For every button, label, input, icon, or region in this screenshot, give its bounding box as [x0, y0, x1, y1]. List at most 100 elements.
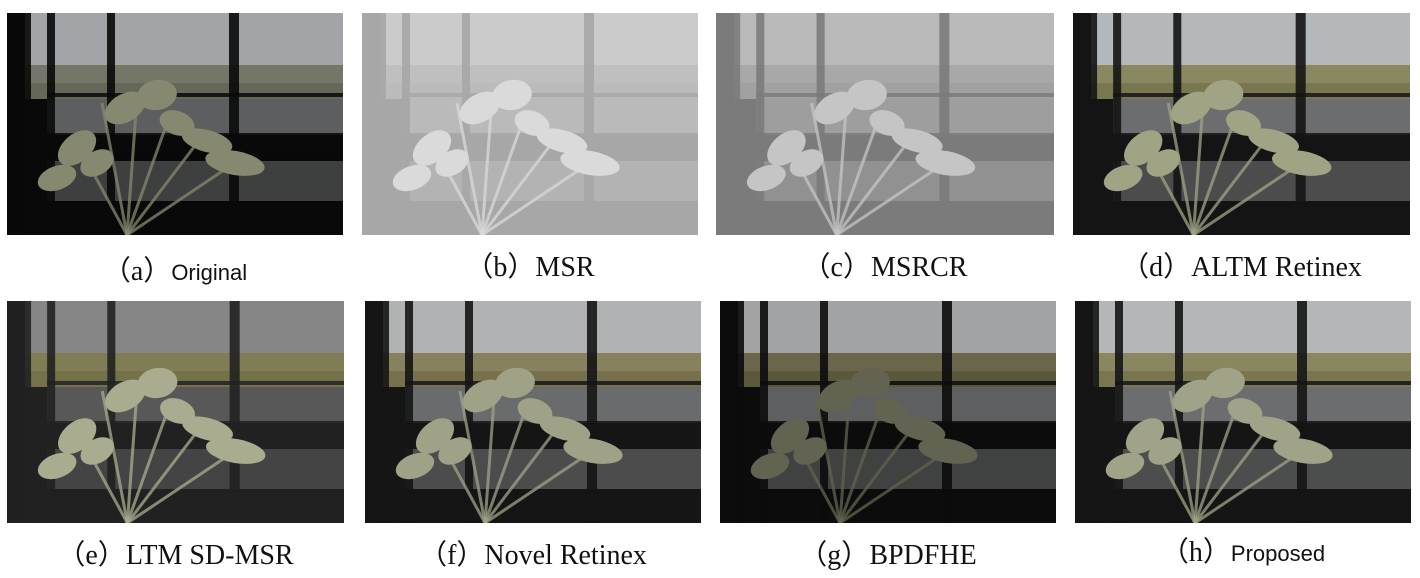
caption-method: MSR	[535, 252, 595, 283]
lily-flower	[1170, 91, 1212, 125]
caption-f: （f）Novel Retinex	[365, 536, 701, 576]
window-mullion	[376, 13, 386, 235]
window-transom	[760, 441, 1056, 445]
window-transom	[756, 93, 1054, 97]
lily-flower	[1205, 367, 1245, 399]
lily-flower	[435, 149, 469, 177]
caption-e: （e）LTM SD-MSR	[7, 536, 344, 576]
brick-wall	[1075, 301, 1089, 523]
brick-wall	[1073, 13, 1088, 235]
window-transom	[47, 153, 343, 157]
image-novel-retinex	[365, 301, 701, 523]
window-mullion	[816, 13, 825, 235]
lily-stem	[1193, 410, 1237, 523]
lily-flower	[789, 149, 824, 177]
window-transom	[1115, 441, 1411, 445]
lily-flower	[918, 438, 978, 464]
lily-flower	[517, 398, 553, 424]
lily-flower	[205, 438, 266, 464]
window-mullion	[21, 301, 32, 523]
tone-overlay	[1073, 13, 1410, 235]
image-msr	[362, 13, 698, 235]
lily-stem	[1166, 102, 1195, 235]
lily-flower	[462, 379, 504, 413]
lily-flower	[392, 164, 432, 192]
window-transom	[402, 93, 698, 97]
lily-flower	[104, 91, 146, 125]
photo-window-lilies	[716, 13, 1054, 235]
tone-overlay	[1075, 301, 1411, 523]
window-transom	[47, 93, 343, 97]
lily-flower	[80, 149, 114, 177]
window-mullion	[1295, 13, 1306, 235]
window-transom	[756, 153, 1054, 157]
lily-stem	[1192, 142, 1265, 235]
lily-flower	[1273, 438, 1333, 464]
image-bpdfhe	[720, 301, 1056, 523]
lily-flower	[814, 91, 856, 125]
lily-flower	[846, 79, 887, 111]
window-mullion	[229, 301, 240, 523]
lily-stem	[481, 166, 583, 235]
lily-stem	[125, 410, 169, 523]
caption-method: Proposed	[1230, 541, 1326, 566]
lily-stem	[126, 430, 199, 523]
lily-flower	[746, 164, 786, 192]
window-transom	[1113, 93, 1410, 97]
caption-a: （a）Original	[7, 252, 343, 292]
lily-flower	[539, 416, 591, 442]
window-mullion	[1173, 13, 1182, 235]
window-mullion	[462, 13, 470, 235]
tone-overlay	[7, 301, 344, 523]
photo-window-lilies	[1073, 13, 1410, 235]
window-mullion	[1297, 301, 1307, 523]
caption-h: （h）Proposed	[1075, 533, 1411, 573]
lily-flower	[492, 79, 532, 111]
photo-window-lilies	[365, 301, 701, 523]
window-mullion	[584, 13, 594, 235]
lily-flower	[793, 437, 827, 465]
window-transom	[47, 381, 344, 385]
lily-stem	[838, 410, 882, 523]
window-mullion	[587, 301, 597, 523]
caption-c: （c）MSRCR	[716, 248, 1054, 288]
lily-flower	[80, 437, 115, 465]
tone-overlay	[7, 13, 343, 235]
image-proposed	[1075, 301, 1411, 523]
lily-stem	[838, 430, 912, 523]
window-mullion	[942, 301, 952, 523]
image-msrcr	[716, 13, 1054, 235]
lily-stem	[125, 122, 169, 235]
lily-flower	[37, 164, 77, 192]
caption-method: MSRCR	[870, 252, 968, 283]
window-mullion	[107, 301, 116, 523]
lily-stem	[810, 102, 839, 235]
window-mullion	[1113, 13, 1122, 235]
brick-wall	[362, 13, 376, 235]
lily-flower	[1172, 379, 1214, 413]
window-mullion	[107, 13, 115, 235]
lily-stem	[1191, 97, 1205, 235]
lily-flower	[1146, 149, 1181, 177]
lily-stem	[813, 390, 842, 523]
window-transom	[405, 441, 701, 445]
window-mullion	[47, 13, 55, 235]
lily-flower	[850, 367, 890, 399]
tone-overlay	[365, 301, 701, 523]
lily-stem	[483, 410, 527, 523]
lily-flower	[894, 416, 946, 442]
window-transom	[47, 441, 344, 445]
lily-flower	[536, 128, 588, 154]
lily-flower	[1103, 164, 1143, 192]
lily-flower	[891, 128, 943, 154]
lily-stem	[1168, 390, 1197, 523]
lily-stem	[480, 142, 554, 235]
lily-stem	[126, 454, 229, 523]
photo-window-lilies	[720, 301, 1056, 523]
lily-stem	[455, 102, 484, 235]
lily-flower	[563, 438, 623, 464]
caption-b: （b）MSR	[362, 248, 698, 288]
lily-stem	[125, 385, 139, 523]
window-mullion	[405, 301, 413, 523]
caption-method: Novel Retinex	[484, 540, 647, 571]
